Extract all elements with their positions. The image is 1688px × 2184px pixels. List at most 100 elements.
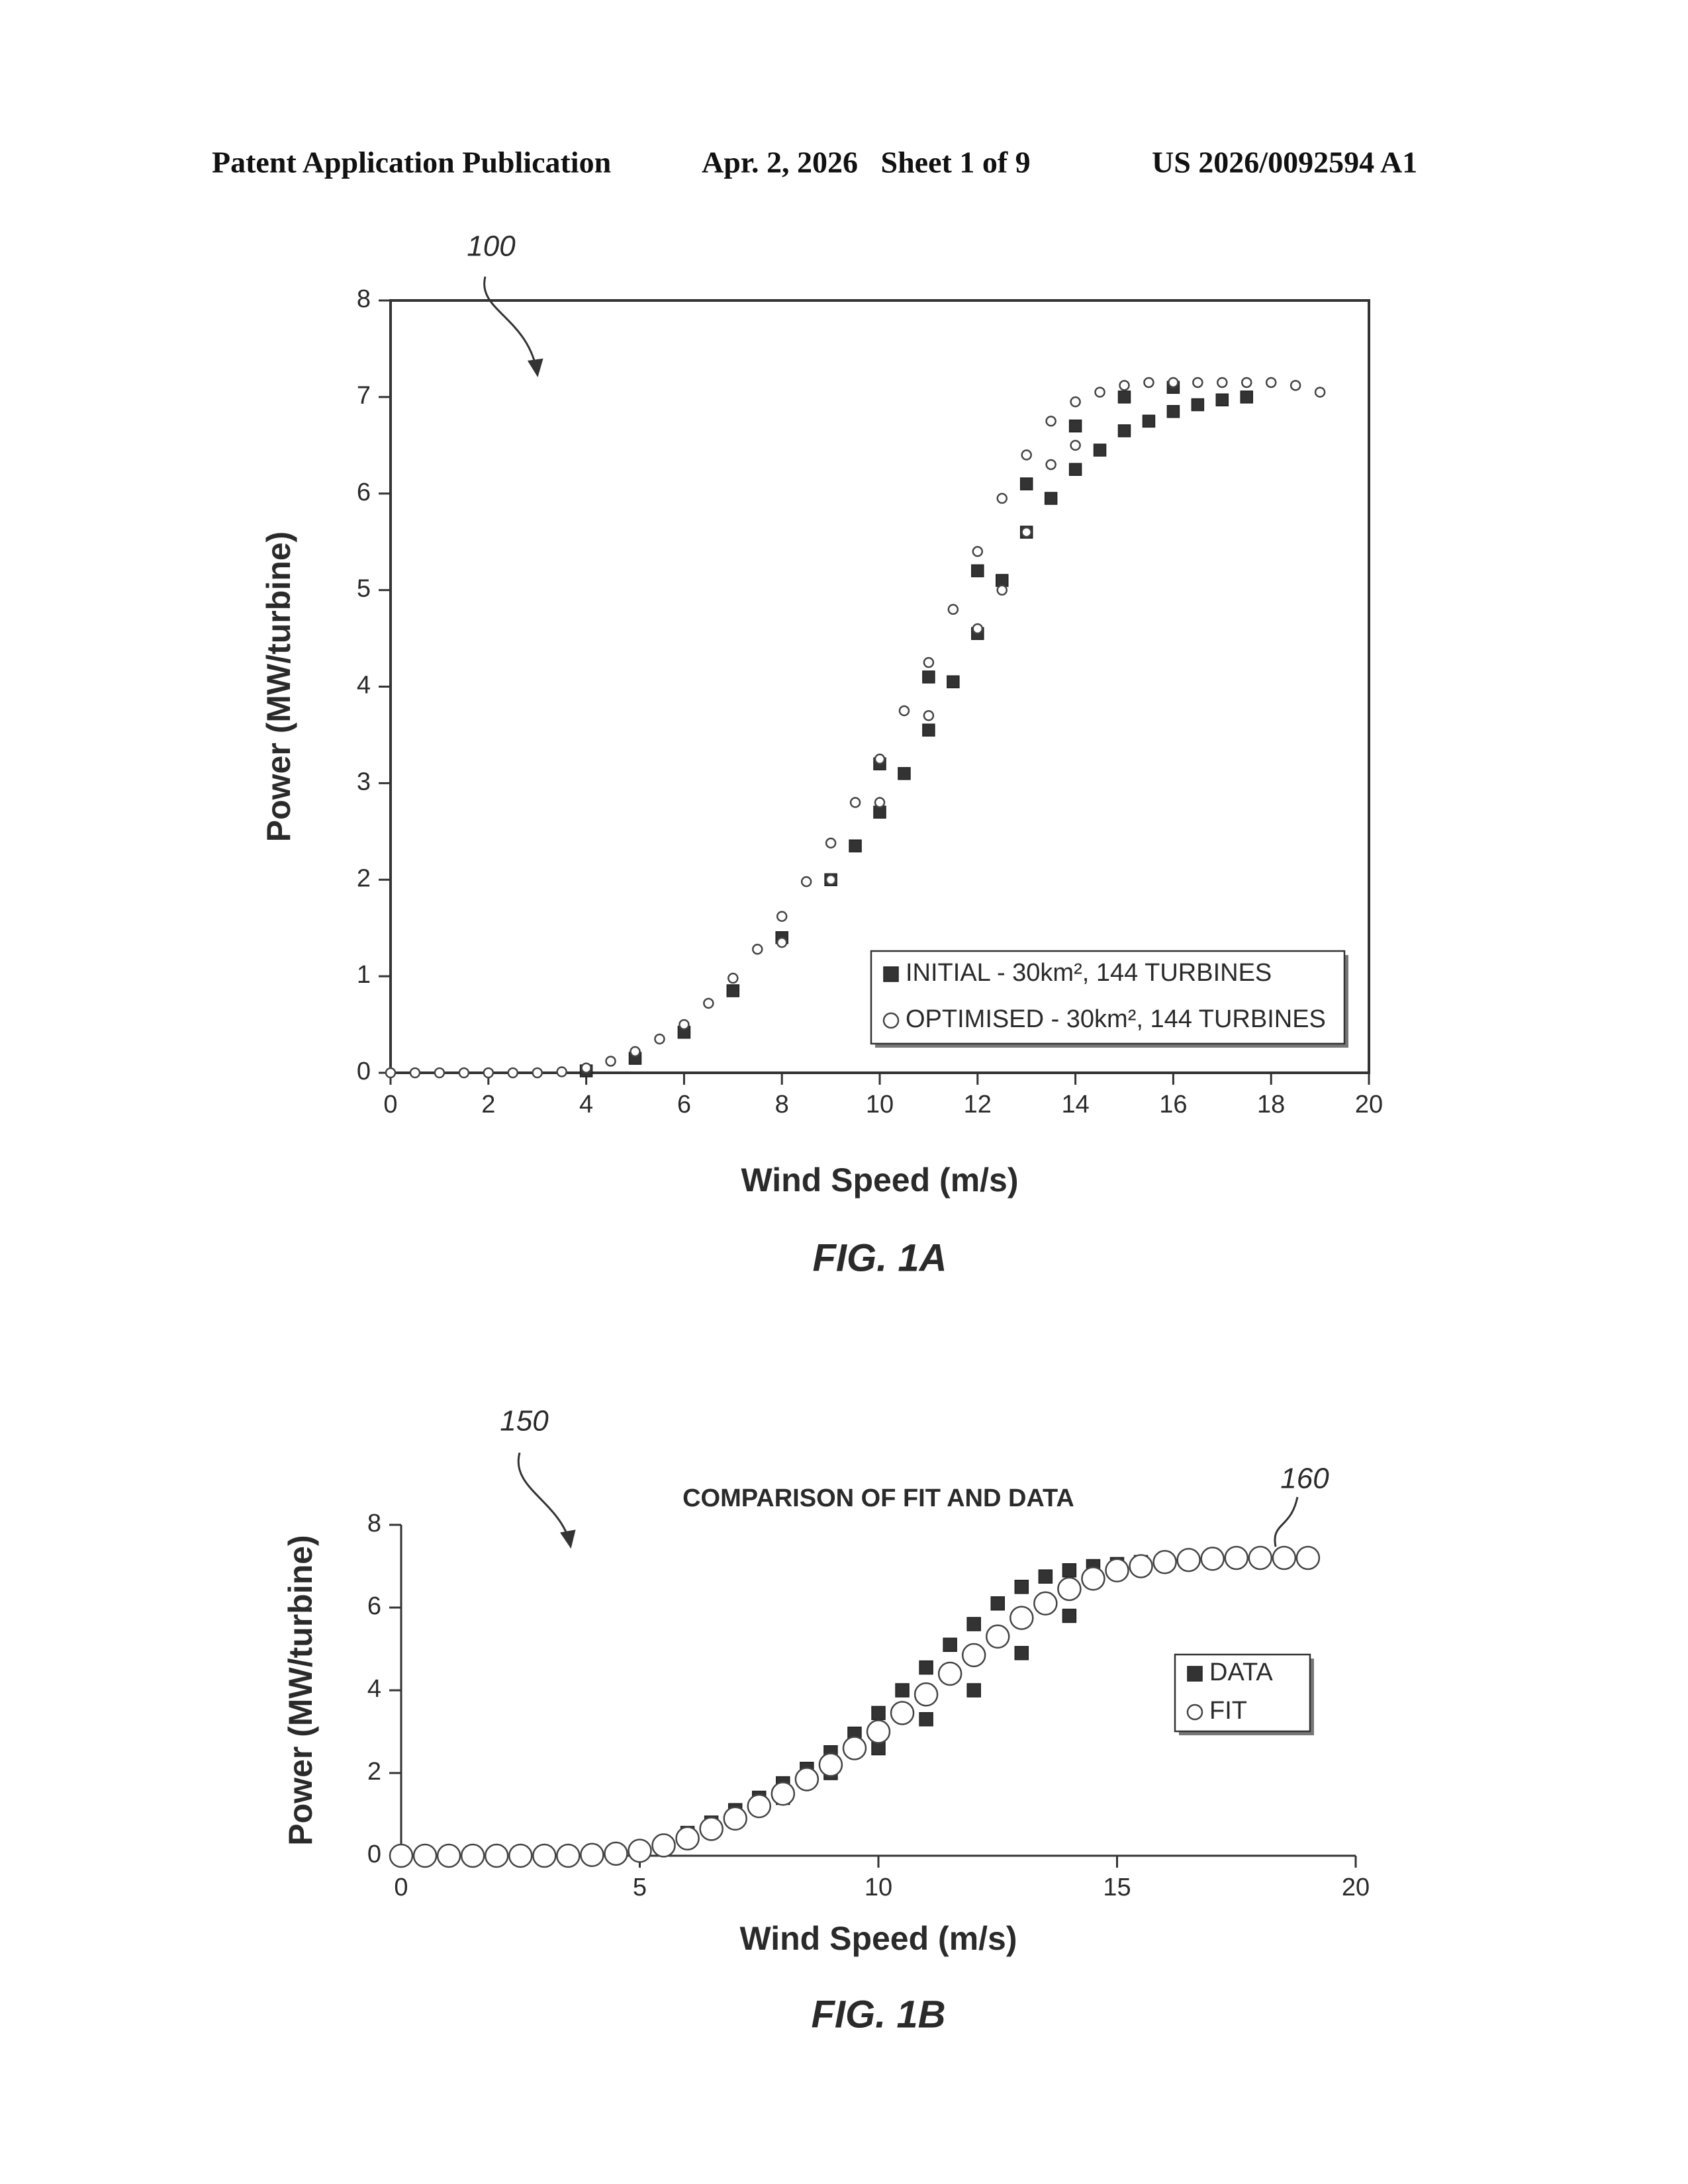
circle-marker: [557, 1844, 579, 1867]
circle-marker: [1225, 1547, 1248, 1569]
reference-arrow: [518, 1453, 571, 1547]
reference-numeral: 100: [467, 230, 516, 263]
circle-marker: [728, 974, 737, 983]
circle-marker: [802, 877, 811, 886]
circle-marker: [533, 1068, 542, 1077]
circle-marker: [772, 1782, 794, 1805]
y-tick-label: 8: [357, 285, 371, 313]
y-tick-label: 8: [367, 1510, 381, 1537]
x-tick-label: 20: [1342, 1874, 1370, 1901]
y-tick-label: 3: [357, 768, 371, 796]
circle-marker: [1193, 378, 1202, 387]
circle-marker: [1217, 378, 1227, 387]
square-marker: [1021, 478, 1033, 490]
circle-marker: [435, 1068, 444, 1077]
circle-marker: [820, 1754, 842, 1776]
circle-marker: [700, 1817, 723, 1840]
y-tick-label: 6: [357, 478, 371, 506]
y-tick-label: 0: [357, 1058, 371, 1085]
circle-marker: [390, 1844, 412, 1867]
circle-marker: [485, 1844, 508, 1867]
circle-marker: [924, 711, 933, 720]
square-marker: [943, 1638, 957, 1651]
square-marker: [1167, 406, 1179, 418]
circle-marker: [653, 1834, 675, 1856]
x-tick-label: 10: [865, 1874, 892, 1901]
circle-marker: [1010, 1607, 1033, 1629]
x-tick-label: 10: [866, 1091, 894, 1118]
circle-marker: [973, 624, 982, 633]
legend-label: OPTIMISED - 30km², 144 TURBINES: [906, 1005, 1326, 1033]
circle-marker: [1071, 397, 1080, 406]
x-tick-label: 16: [1159, 1091, 1187, 1118]
circle-marker: [1096, 388, 1105, 397]
curve-leader: [1275, 1497, 1297, 1547]
circle-marker: [891, 1702, 914, 1724]
square-marker: [1039, 1570, 1052, 1583]
circle-marker: [998, 494, 1007, 503]
square-marker: [1070, 463, 1082, 475]
circle-marker: [753, 944, 762, 954]
circle-marker: [986, 1625, 1009, 1648]
y-axis-label: Power (MW/turbine): [282, 1535, 319, 1845]
square-marker: [874, 806, 886, 818]
circle-marker: [796, 1768, 818, 1790]
chart-title: COMPARISON OF FIT AND DATA: [682, 1484, 1074, 1512]
square-marker: [1062, 1564, 1076, 1577]
circle-marker: [949, 605, 958, 614]
circle-marker: [1291, 381, 1300, 390]
circle-marker: [508, 1068, 518, 1077]
square-marker: [1241, 391, 1252, 403]
square-marker: [1119, 425, 1131, 437]
x-axis-label: Wind Speed (m/s): [741, 1161, 1018, 1199]
circle-marker: [1266, 378, 1276, 387]
circle-marker: [1022, 527, 1031, 537]
circle-marker: [1178, 1549, 1200, 1571]
square-marker: [919, 1661, 933, 1674]
circle-marker: [1071, 441, 1080, 450]
circle-marker: [631, 1047, 640, 1056]
figure-label: FIG. 1B: [811, 1993, 945, 2036]
circle-marker: [557, 1068, 567, 1077]
y-tick-label: 7: [357, 382, 371, 410]
figure-label: FIG. 1A: [812, 1236, 947, 1279]
x-tick-label: 0: [394, 1874, 408, 1901]
circle-marker: [826, 875, 835, 884]
square-marker: [727, 985, 739, 997]
circle-marker: [973, 547, 982, 556]
square-marker: [1119, 391, 1131, 403]
circle-marker: [1047, 460, 1056, 469]
square-marker: [967, 1617, 980, 1631]
x-tick-label: 14: [1061, 1091, 1089, 1118]
y-tick-label: 6: [367, 1592, 381, 1620]
square-marker: [849, 840, 861, 852]
circle-marker: [1120, 381, 1129, 390]
square-marker: [1045, 492, 1057, 504]
y-tick-label: 0: [367, 1841, 381, 1868]
circle-marker: [777, 912, 786, 921]
square-marker: [996, 574, 1008, 586]
y-tick-label: 4: [357, 672, 371, 700]
circle-marker: [484, 1068, 493, 1077]
circle-marker: [581, 1844, 603, 1866]
circle-marker: [438, 1844, 460, 1867]
circle-marker: [1297, 1547, 1319, 1569]
y-tick-label: 4: [367, 1675, 381, 1703]
x-tick-label: 4: [579, 1091, 593, 1118]
circle-marker: [1144, 378, 1153, 387]
legend-marker: [1188, 1705, 1202, 1719]
circle-marker: [875, 798, 884, 807]
x-axis-label: Wind Speed (m/s): [739, 1920, 1017, 1957]
circle-marker: [777, 938, 786, 947]
square-marker: [923, 724, 935, 736]
y-tick-label: 5: [357, 575, 371, 603]
circle-marker: [1047, 416, 1056, 426]
square-marker: [1015, 1580, 1028, 1594]
circle-marker: [655, 1034, 664, 1044]
square-marker: [967, 1684, 980, 1697]
circle-marker: [679, 1020, 688, 1029]
circle-marker: [1058, 1578, 1080, 1600]
circle-marker: [939, 1662, 961, 1685]
x-tick-label: 18: [1257, 1091, 1285, 1118]
